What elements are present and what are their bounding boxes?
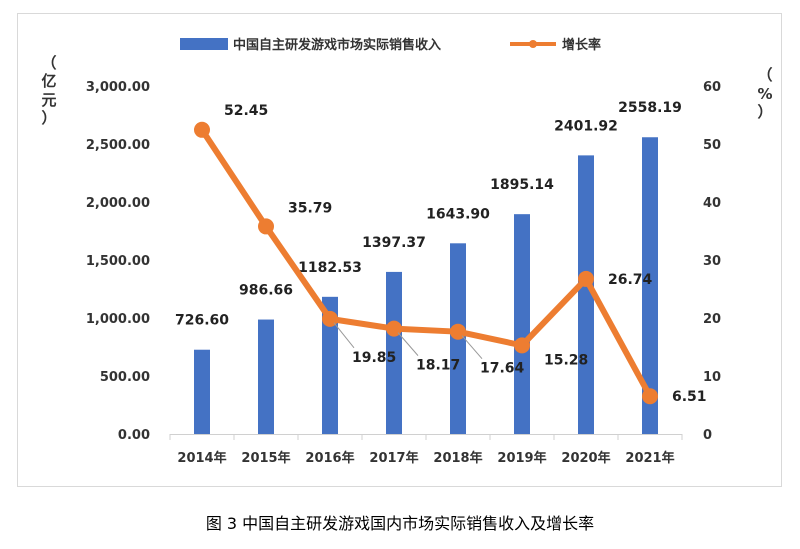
y-left-tick-label: 2,500.00 (86, 138, 150, 153)
line-data-label: 26.74 (608, 272, 653, 288)
x-axis: 2014年 2015年 2016年 2017年 2018年 2019年 2020年 2021年 (170, 434, 682, 466)
bar-data-label: 1397.37 (362, 235, 426, 251)
growth-point (194, 122, 210, 138)
y-left-tick-label: 2,000.00 (86, 196, 150, 211)
figure-caption: 图 3 中国自主研发游戏国内市场实际销售收入及增长率 (0, 510, 800, 534)
bar-data-label: 1895.14 (490, 177, 554, 193)
legend-marker-line (529, 40, 537, 48)
line-data-label: 15.28 (544, 352, 588, 368)
legend: 中国自主研发游戏市场实际销售收入 增长率 (180, 37, 601, 53)
y-left-axis: 0.00 500.00 1,000.00 1,500.00 2,000.00 2,500.… (86, 80, 150, 443)
y-right-tick-label: 40 (703, 196, 721, 211)
x-tick-label: 2017年 (369, 450, 418, 466)
x-tick-label: 2016年 (305, 450, 354, 466)
y-right-unit-label: （%） (757, 66, 772, 121)
legend-swatch-bar (180, 38, 228, 50)
y-right-tick-label: 10 (703, 370, 721, 385)
x-tick-label: 2015年 (241, 450, 290, 466)
bar-data-label: 2401.92 (554, 118, 618, 134)
growth-point (514, 337, 530, 353)
bar-data-label: 2558.19 (618, 100, 682, 116)
growth-point (578, 271, 594, 287)
chart: 中国自主研发游戏市场实际销售收入 增长率 （亿元） （%） 0.00500.001… (0, 0, 800, 549)
x-tick-label: 2018年 (433, 450, 482, 466)
y-left-unit-char: （ (41, 54, 56, 72)
bar (258, 320, 274, 434)
bar (514, 214, 530, 434)
line-data-label: 18.17 (416, 358, 460, 374)
line-data-label: 52.45 (224, 103, 268, 119)
y-right-unit-char: ） (757, 103, 772, 121)
bar (194, 350, 210, 434)
growth-point (642, 388, 658, 404)
bar-data-label: 1643.90 (426, 206, 490, 222)
line-data-label: 19.85 (352, 350, 396, 366)
y-left-unit-char: 元 (41, 91, 56, 109)
x-tick-label: 2019年 (497, 450, 546, 466)
y-right-tick-label: 0 (703, 428, 712, 443)
y-left-tick-label: 0.00 (118, 428, 150, 443)
x-tick-label: 2020年 (561, 450, 610, 466)
y-right-tick-label: 30 (703, 254, 721, 269)
y-left-unit-label: （亿元） (41, 54, 56, 127)
legend-label-line: 增长率 (562, 37, 601, 53)
y-right-tick-label: 50 (703, 138, 721, 153)
y-left-tick-label: 500.00 (100, 370, 150, 385)
bar-data-label: 986.66 (239, 283, 293, 299)
line-data-label: 6.51 (672, 389, 707, 405)
x-tick-label: 2014年 (177, 450, 226, 466)
y-right-unit-char: （ (757, 66, 772, 84)
y-left-tick-label: 1,000.00 (86, 312, 150, 327)
bar-data-label: 1182.53 (298, 260, 362, 276)
bar-data-label: 726.60 (175, 313, 229, 329)
y-right-tick-label: 20 (703, 312, 721, 327)
x-tick-label: 2021年 (625, 450, 674, 466)
line-data-label: 17.64 (480, 361, 525, 377)
y-left-tick-label: 1,500.00 (86, 254, 150, 269)
line-data-label: 35.79 (288, 200, 332, 216)
y-right-unit-char: % (757, 85, 772, 103)
y-right-tick-label: 60 (703, 80, 721, 95)
bar-labels: 726.60 986.66 1182.531397.371643.901895.14… (175, 100, 682, 328)
growth-point (258, 218, 274, 234)
legend-label-bar: 中国自主研发游戏市场实际销售收入 (233, 37, 441, 53)
y-left-tick-label: 3,000.00 (86, 80, 150, 95)
y-left-unit-char: ） (41, 109, 56, 127)
y-left-unit-char: 亿 (41, 72, 56, 90)
